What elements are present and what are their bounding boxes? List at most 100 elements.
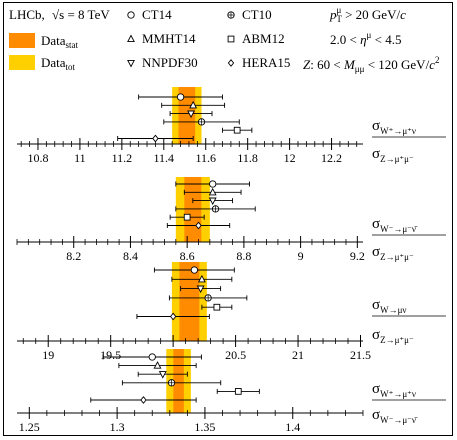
tick-label: 21.5	[350, 348, 371, 362]
legend-marker-mmht14	[127, 34, 135, 43]
ratio-numerator: σW⁻→μ⁻ν̄	[372, 216, 418, 234]
tick-label: 11.2	[112, 151, 133, 165]
legend-label-ct14: CT14	[142, 7, 172, 22]
tick-label: 8.4	[123, 249, 138, 263]
ratio-numerator: σW⁺→μ⁺ν	[372, 118, 416, 136]
ratio-denominator: σZ→μ⁺μ⁻	[372, 244, 414, 262]
marker-mmht14	[189, 100, 198, 109]
marker-nnpdf30	[196, 285, 205, 294]
marker-nnpdf30	[187, 110, 195, 119]
point-hera15	[136, 312, 210, 321]
point-abm12	[169, 213, 205, 221]
point-ct14	[153, 266, 235, 274]
tick-label: 1.3	[110, 420, 125, 434]
ratio-numerator: σW→μν	[372, 297, 406, 315]
tick-label: 8.8	[236, 249, 251, 263]
data-tot-label: Datatot	[41, 55, 76, 72]
panel-4: 1.25 1.3 1.35 1.4 σW⁺→μ⁺ν σW⁻→μ⁻ν̄	[17, 349, 446, 434]
marker-ct14	[148, 353, 156, 361]
point-ct14	[102, 353, 202, 361]
ratio-denominator: σZ→μ⁺μ⁻	[372, 327, 414, 345]
tick-label: 9.2	[350, 249, 365, 263]
cut-eta: 2.0 < ημ < 4.5	[330, 30, 401, 47]
data-stat-band	[173, 349, 184, 413]
legend-marker-hera15	[227, 59, 235, 67]
data-tot-sub: tot	[66, 62, 76, 72]
legend-label-abm12: ABM12	[242, 31, 285, 46]
marker-hera15	[195, 221, 202, 230]
point-nnpdf30	[169, 110, 213, 119]
marker-abm12	[213, 303, 221, 311]
tick-label: 8.2	[66, 249, 81, 263]
point-ct10	[175, 205, 256, 213]
data-tot-swatch	[9, 55, 35, 70]
legend: LHCb, √s = 8 TeV Datastat Datatot CT14 MMHT14…	[9, 5, 439, 74]
legend-marker-ct14	[127, 11, 135, 19]
data-stat-label: Datastat	[41, 33, 79, 50]
tick-label: 12	[284, 151, 296, 165]
marker-nnpdf30	[158, 371, 167, 379]
ratio-denominator: σZ→μ⁺μ⁻	[372, 146, 414, 164]
data-stat-band	[179, 262, 200, 341]
point-ct14	[175, 180, 251, 188]
marker-mmht14	[208, 187, 217, 196]
data-stat-band	[178, 87, 196, 144]
tick-label: 19.5	[100, 348, 121, 362]
experiment-label: LHCb,	[9, 7, 45, 22]
point-nnpdf30	[180, 285, 222, 294]
tick-label: 10.8	[27, 151, 48, 165]
tick-label: 1.35	[194, 420, 215, 434]
ratio-denominator: σW⁻→μ⁻ν̄	[372, 407, 418, 425]
legend-label-nnpdf30: NNPDF30	[142, 55, 198, 70]
tick-label: 11.6	[195, 151, 216, 165]
marker-mmht14	[153, 361, 162, 369]
cut-pt: pμ T > 20 GeV/c	[329, 5, 406, 24]
panel-1: 10.8 11 11.2 11.4 11.6 11.8 12 12.2 σW⁺→μ⁺ν σZ→μ⁺…	[17, 87, 446, 165]
tick-label: 19	[42, 348, 54, 362]
point-mmht14	[171, 274, 233, 283]
point-nnpdf30	[192, 197, 233, 206]
legend-marker-abm12	[227, 35, 235, 43]
tick-label: 20.5	[225, 348, 246, 362]
tick-label: 21	[292, 348, 304, 362]
tick-label: 9	[298, 249, 304, 263]
data-stat-sub: stat	[66, 40, 79, 50]
point-mmht14	[118, 361, 197, 369]
point-nnpdf30	[137, 371, 188, 379]
tick-label: 11	[74, 151, 86, 165]
point-ct14	[138, 93, 223, 101]
marker-abm12	[234, 388, 242, 395]
marker-abm12	[233, 126, 241, 134]
panel-2: 8.2 8.4 8.6 8.8 9 9.2 σW⁻→μ⁻ν̄ σZ→μ⁺μ⁻	[16, 177, 446, 263]
figure-frame	[3, 2, 453, 436]
cut-z: Z: 60 < Mμμ < 120 GeV/c2	[303, 55, 439, 74]
point-hera15	[117, 134, 194, 143]
energy-label: √s = 8 TeV	[52, 7, 110, 22]
tick-label: 11.8	[237, 151, 258, 165]
point-ct10	[121, 379, 222, 387]
tick-label: 11.4	[154, 151, 175, 165]
marker-ct14	[176, 93, 185, 101]
marker-nnpdf30	[208, 197, 217, 206]
marker-hera15	[152, 134, 159, 143]
marker-abm12	[183, 213, 191, 221]
point-hera15	[90, 396, 197, 404]
point-abm12	[216, 388, 260, 395]
legend-label-hera15: HERA15	[242, 55, 290, 70]
legend-marker-nnpdf30	[127, 59, 135, 68]
point-abm12	[222, 126, 253, 134]
point-ct10	[168, 294, 248, 302]
tick-label: 1.4	[285, 420, 300, 434]
marker-hera15	[140, 396, 147, 404]
legend-label-ct10: CT10	[242, 7, 272, 22]
tick-label: 8.6	[180, 249, 195, 263]
point-ct10	[163, 118, 240, 126]
legend-label-mmht14: MMHT14	[142, 31, 196, 46]
ratio-numerator: σW⁺→μ⁺ν	[372, 381, 416, 399]
data-stat-band	[184, 177, 202, 242]
point-hera15	[166, 221, 231, 230]
point-mmht14	[161, 100, 226, 109]
